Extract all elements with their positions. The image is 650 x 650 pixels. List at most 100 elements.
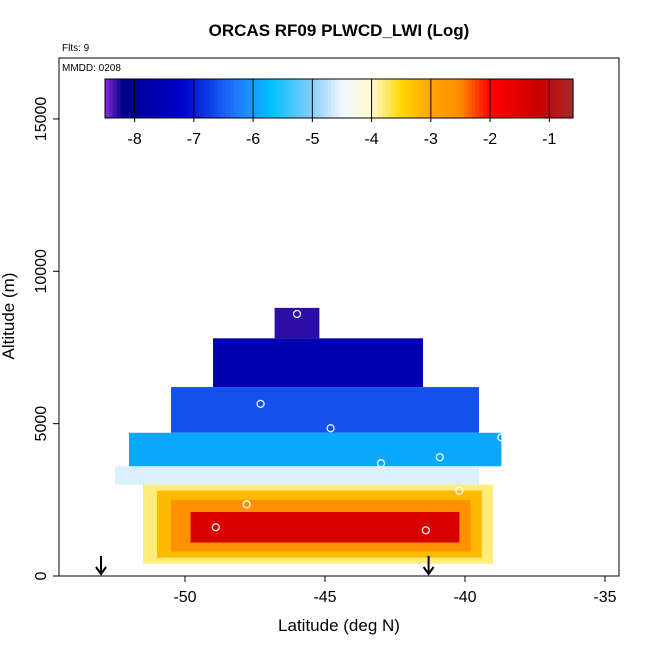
sample-point [376,459,386,468]
colorbar-swatch [233,79,239,118]
x-tick-label: -45 [313,589,336,606]
sample-point [421,526,430,535]
sample-point [242,500,251,509]
colorbar-swatch [284,79,289,118]
colorbar-swatch [440,79,445,118]
colorbar-swatch [405,79,410,118]
x-axis-label: Latitude (deg N) [278,616,400,635]
sample-point [292,309,302,319]
colorbar-swatch [506,79,512,118]
colorbar-swatch [335,79,340,118]
y-tick-label: 0 [33,571,50,580]
heatmap-field [115,307,502,564]
colorbar-swatch [510,79,516,118]
colorbar-swatch [565,79,570,118]
y-tick-label: 15000 [33,97,50,142]
colorbar-swatch [311,79,317,118]
y-tick-label: 5000 [33,406,50,442]
colorbar-swatch [463,79,469,118]
colorbar-swatch [374,79,379,118]
colorbar-swatch [452,79,457,118]
y-tick-label: 10000 [33,249,50,294]
colorbar-tick-label: -3 [424,131,438,148]
colorbar-swatch [436,79,441,118]
colorbar-swatch [151,79,157,118]
colorbar-swatch [397,79,402,118]
colorbar-swatch [413,79,418,118]
colorbar-swatch [467,79,473,118]
colorbar-swatch [147,79,153,118]
colorbar-tick-label: -8 [128,131,142,148]
y-axis: 0 5000 10000 15000 [33,97,59,580]
colorbar-swatch [346,79,352,118]
colorbar-swatch [561,79,566,118]
sample-point [497,433,506,442]
colorbar-swatch [144,79,149,118]
colorbar-swatch [288,79,293,118]
colorbar-swatch [249,79,254,118]
colorbar-swatch [378,79,383,118]
colorbar-swatch [315,79,321,118]
colorbar-swatch [190,79,196,118]
flights-annotation: Flts: 9 [62,43,90,54]
colorbar-swatch [237,79,243,118]
colorbar-swatch [456,79,461,118]
colorbar-swatch [502,79,508,118]
colorbar-swatch [319,79,324,118]
colorbar-tick-label: -7 [187,131,201,148]
colorbar-swatch [444,79,449,118]
colorbar-swatch [432,79,438,118]
colorbar-swatch [112,79,118,118]
colorbar-swatch [261,79,266,118]
colorbar-swatch [459,79,465,118]
arrow-head [422,566,435,576]
colorbar-swatch [526,79,531,118]
colorbar-swatch [358,79,363,118]
colorbar-swatch [218,79,223,118]
colorbar-swatch [522,79,527,118]
colorbar-swatch [253,79,258,118]
colorbar-swatch [370,79,375,118]
colorbar-swatch [296,79,301,118]
colorbar-swatch [105,79,110,118]
colorbar-swatch [518,79,523,118]
colorbar-swatch [557,79,562,118]
ground-arrows [95,556,435,576]
colorbar-swatch [541,79,547,118]
colorbar-swatch [401,79,406,118]
colorbar-tick-label: -4 [364,131,378,148]
colorbar-swatch [479,79,484,118]
colorbar-swatch [549,79,555,118]
colorbar-swatch [120,79,126,118]
arrow-head [95,566,107,576]
colorbar-swatch [210,79,215,118]
sample-point [211,523,220,532]
colorbar-swatch [323,79,328,118]
colorbar-swatch [389,79,395,118]
colorbar-swatch [381,79,387,118]
colorbar-swatch [116,79,122,118]
heatmap-region-pale-transition [115,466,479,485]
colorbar-swatch [179,79,184,118]
colorbar-swatch [155,79,161,118]
colorbar-swatch [424,79,430,118]
heatmap-region-cloud-core [190,512,460,543]
colorbar-swatch [159,79,165,118]
colorbar-swatch [569,79,574,118]
colorbar-swatch [362,79,367,118]
colorbar-swatch [245,79,250,118]
colorbar-swatch [475,79,480,118]
colorbar-swatch [409,79,414,118]
colorbar-swatch [163,79,168,118]
colorbar-swatch [303,79,309,118]
colorbar-swatch [342,79,348,118]
sample-points [211,309,506,535]
y-axis-label: Altitude (m) [0,273,18,360]
colorbar: -8 -7 -6 -5 -4 -3 -2 -1 [104,78,574,148]
colorbar-swatch [327,79,332,118]
colorbar-swatch [420,79,426,118]
colorbar-swatch [194,79,200,118]
colorbar-swatch [108,79,114,118]
colorbar-swatch [136,79,141,118]
colorbar-swatch [272,79,278,118]
